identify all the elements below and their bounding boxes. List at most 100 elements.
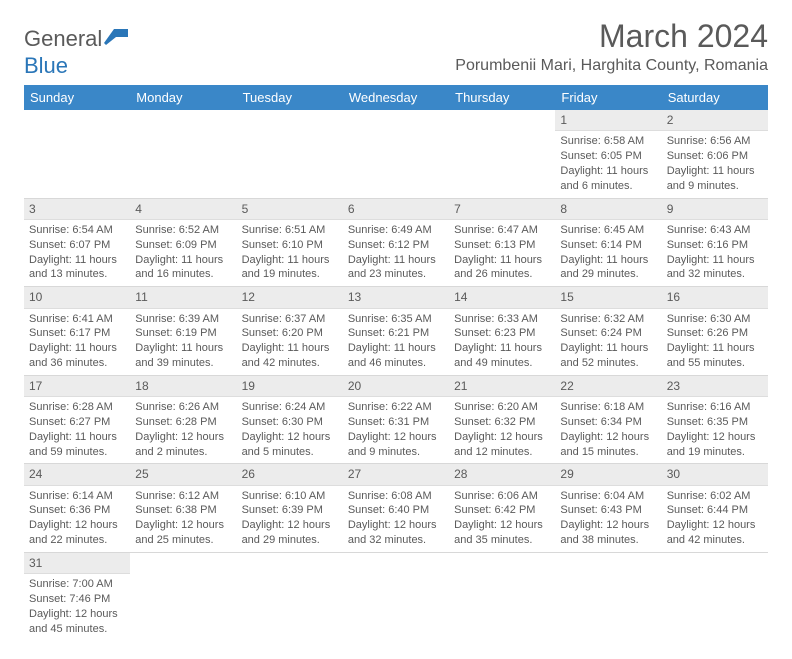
day-details: Sunrise: 6:33 AMSunset: 6:23 PMDaylight:… — [449, 309, 555, 375]
calendar-cell: 3Sunrise: 6:54 AMSunset: 6:07 PMDaylight… — [24, 198, 130, 287]
calendar-cell: 14Sunrise: 6:33 AMSunset: 6:23 PMDayligh… — [449, 287, 555, 376]
day-number: 2 — [662, 110, 768, 131]
calendar-cell — [555, 553, 661, 641]
weekday-header: Thursday — [449, 85, 555, 110]
day-number: 10 — [24, 287, 130, 308]
calendar-cell: 28Sunrise: 6:06 AMSunset: 6:42 PMDayligh… — [449, 464, 555, 553]
day-number: 28 — [449, 464, 555, 485]
day-number: 23 — [662, 376, 768, 397]
calendar-cell: 19Sunrise: 6:24 AMSunset: 6:30 PMDayligh… — [237, 375, 343, 464]
calendar-cell: 11Sunrise: 6:39 AMSunset: 6:19 PMDayligh… — [130, 287, 236, 376]
calendar-cell: 13Sunrise: 6:35 AMSunset: 6:21 PMDayligh… — [343, 287, 449, 376]
day-details: Sunrise: 6:02 AMSunset: 6:44 PMDaylight:… — [662, 486, 768, 552]
day-number: 3 — [24, 199, 130, 220]
day-details: Sunrise: 6:04 AMSunset: 6:43 PMDaylight:… — [555, 486, 661, 552]
day-details: Sunrise: 6:51 AMSunset: 6:10 PMDaylight:… — [237, 220, 343, 286]
location: Porumbenii Mari, Harghita County, Romani… — [455, 57, 768, 75]
calendar-cell: 5Sunrise: 6:51 AMSunset: 6:10 PMDaylight… — [237, 198, 343, 287]
calendar-cell: 24Sunrise: 6:14 AMSunset: 6:36 PMDayligh… — [24, 464, 130, 553]
calendar-cell: 10Sunrise: 6:41 AMSunset: 6:17 PMDayligh… — [24, 287, 130, 376]
day-details: Sunrise: 6:10 AMSunset: 6:39 PMDaylight:… — [237, 486, 343, 552]
day-details: Sunrise: 6:20 AMSunset: 6:32 PMDaylight:… — [449, 397, 555, 463]
day-number: 1 — [555, 110, 661, 131]
title-block: March 2024 Porumbenii Mari, Harghita Cou… — [455, 18, 768, 75]
calendar-cell: 26Sunrise: 6:10 AMSunset: 6:39 PMDayligh… — [237, 464, 343, 553]
calendar-cell: 8Sunrise: 6:45 AMSunset: 6:14 PMDaylight… — [555, 198, 661, 287]
calendar-cell — [237, 553, 343, 641]
logo-flag-icon — [104, 27, 130, 53]
calendar-header-row: Sunday Monday Tuesday Wednesday Thursday… — [24, 85, 768, 110]
day-number: 6 — [343, 199, 449, 220]
calendar-cell: 20Sunrise: 6:22 AMSunset: 6:31 PMDayligh… — [343, 375, 449, 464]
day-number: 8 — [555, 199, 661, 220]
day-number: 9 — [662, 199, 768, 220]
day-details: Sunrise: 6:54 AMSunset: 6:07 PMDaylight:… — [24, 220, 130, 286]
weekday-header: Saturday — [662, 85, 768, 110]
calendar-cell: 23Sunrise: 6:16 AMSunset: 6:35 PMDayligh… — [662, 375, 768, 464]
logo-text: General Blue — [24, 26, 130, 79]
day-number: 24 — [24, 464, 130, 485]
calendar-cell — [449, 110, 555, 198]
day-details: Sunrise: 6:30 AMSunset: 6:26 PMDaylight:… — [662, 309, 768, 375]
day-details: Sunrise: 6:06 AMSunset: 6:42 PMDaylight:… — [449, 486, 555, 552]
calendar-cell — [237, 110, 343, 198]
day-number: 19 — [237, 376, 343, 397]
calendar-cell — [24, 110, 130, 198]
day-number: 14 — [449, 287, 555, 308]
day-number: 25 — [130, 464, 236, 485]
calendar-cell: 27Sunrise: 6:08 AMSunset: 6:40 PMDayligh… — [343, 464, 449, 553]
calendar-cell — [130, 110, 236, 198]
weekday-header: Sunday — [24, 85, 130, 110]
weekday-header: Tuesday — [237, 85, 343, 110]
calendar-body: 1Sunrise: 6:58 AMSunset: 6:05 PMDaylight… — [24, 110, 768, 640]
logo: General Blue — [24, 26, 130, 79]
day-details: Sunrise: 6:16 AMSunset: 6:35 PMDaylight:… — [662, 397, 768, 463]
logo-prefix: General — [24, 26, 102, 51]
calendar-cell: 22Sunrise: 6:18 AMSunset: 6:34 PMDayligh… — [555, 375, 661, 464]
day-details: Sunrise: 6:18 AMSunset: 6:34 PMDaylight:… — [555, 397, 661, 463]
calendar-cell: 15Sunrise: 6:32 AMSunset: 6:24 PMDayligh… — [555, 287, 661, 376]
weekday-header: Wednesday — [343, 85, 449, 110]
calendar-page: General Blue March 2024 Porumbenii Mari,… — [0, 0, 792, 659]
day-number: 30 — [662, 464, 768, 485]
calendar-cell: 25Sunrise: 6:12 AMSunset: 6:38 PMDayligh… — [130, 464, 236, 553]
logo-suffix: Blue — [24, 53, 68, 78]
calendar-cell: 29Sunrise: 6:04 AMSunset: 6:43 PMDayligh… — [555, 464, 661, 553]
calendar-cell — [130, 553, 236, 641]
month-title: March 2024 — [455, 18, 768, 55]
calendar-cell: 21Sunrise: 6:20 AMSunset: 6:32 PMDayligh… — [449, 375, 555, 464]
day-number: 26 — [237, 464, 343, 485]
calendar-cell: 4Sunrise: 6:52 AMSunset: 6:09 PMDaylight… — [130, 198, 236, 287]
day-number: 21 — [449, 376, 555, 397]
calendar-table: Sunday Monday Tuesday Wednesday Thursday… — [24, 85, 768, 640]
day-number: 13 — [343, 287, 449, 308]
day-details: Sunrise: 6:45 AMSunset: 6:14 PMDaylight:… — [555, 220, 661, 286]
day-number: 11 — [130, 287, 236, 308]
weekday-header: Monday — [130, 85, 236, 110]
day-number: 5 — [237, 199, 343, 220]
day-details: Sunrise: 6:14 AMSunset: 6:36 PMDaylight:… — [24, 486, 130, 552]
day-number: 22 — [555, 376, 661, 397]
day-number: 18 — [130, 376, 236, 397]
day-details: Sunrise: 6:49 AMSunset: 6:12 PMDaylight:… — [343, 220, 449, 286]
day-details: Sunrise: 6:43 AMSunset: 6:16 PMDaylight:… — [662, 220, 768, 286]
calendar-cell: 31Sunrise: 7:00 AMSunset: 7:46 PMDayligh… — [24, 553, 130, 641]
calendar-cell: 2Sunrise: 6:56 AMSunset: 6:06 PMDaylight… — [662, 110, 768, 198]
day-details: Sunrise: 6:47 AMSunset: 6:13 PMDaylight:… — [449, 220, 555, 286]
day-details: Sunrise: 6:32 AMSunset: 6:24 PMDaylight:… — [555, 309, 661, 375]
calendar-cell — [343, 110, 449, 198]
day-number: 31 — [24, 553, 130, 574]
weekday-header: Friday — [555, 85, 661, 110]
calendar-cell: 9Sunrise: 6:43 AMSunset: 6:16 PMDaylight… — [662, 198, 768, 287]
calendar-cell: 16Sunrise: 6:30 AMSunset: 6:26 PMDayligh… — [662, 287, 768, 376]
calendar-cell — [343, 553, 449, 641]
day-details: Sunrise: 6:26 AMSunset: 6:28 PMDaylight:… — [130, 397, 236, 463]
day-details: Sunrise: 7:00 AMSunset: 7:46 PMDaylight:… — [24, 574, 130, 640]
header: General Blue March 2024 Porumbenii Mari,… — [24, 18, 768, 79]
calendar-cell: 30Sunrise: 6:02 AMSunset: 6:44 PMDayligh… — [662, 464, 768, 553]
day-details: Sunrise: 6:08 AMSunset: 6:40 PMDaylight:… — [343, 486, 449, 552]
day-details: Sunrise: 6:24 AMSunset: 6:30 PMDaylight:… — [237, 397, 343, 463]
day-number: 15 — [555, 287, 661, 308]
day-details: Sunrise: 6:35 AMSunset: 6:21 PMDaylight:… — [343, 309, 449, 375]
day-number: 29 — [555, 464, 661, 485]
